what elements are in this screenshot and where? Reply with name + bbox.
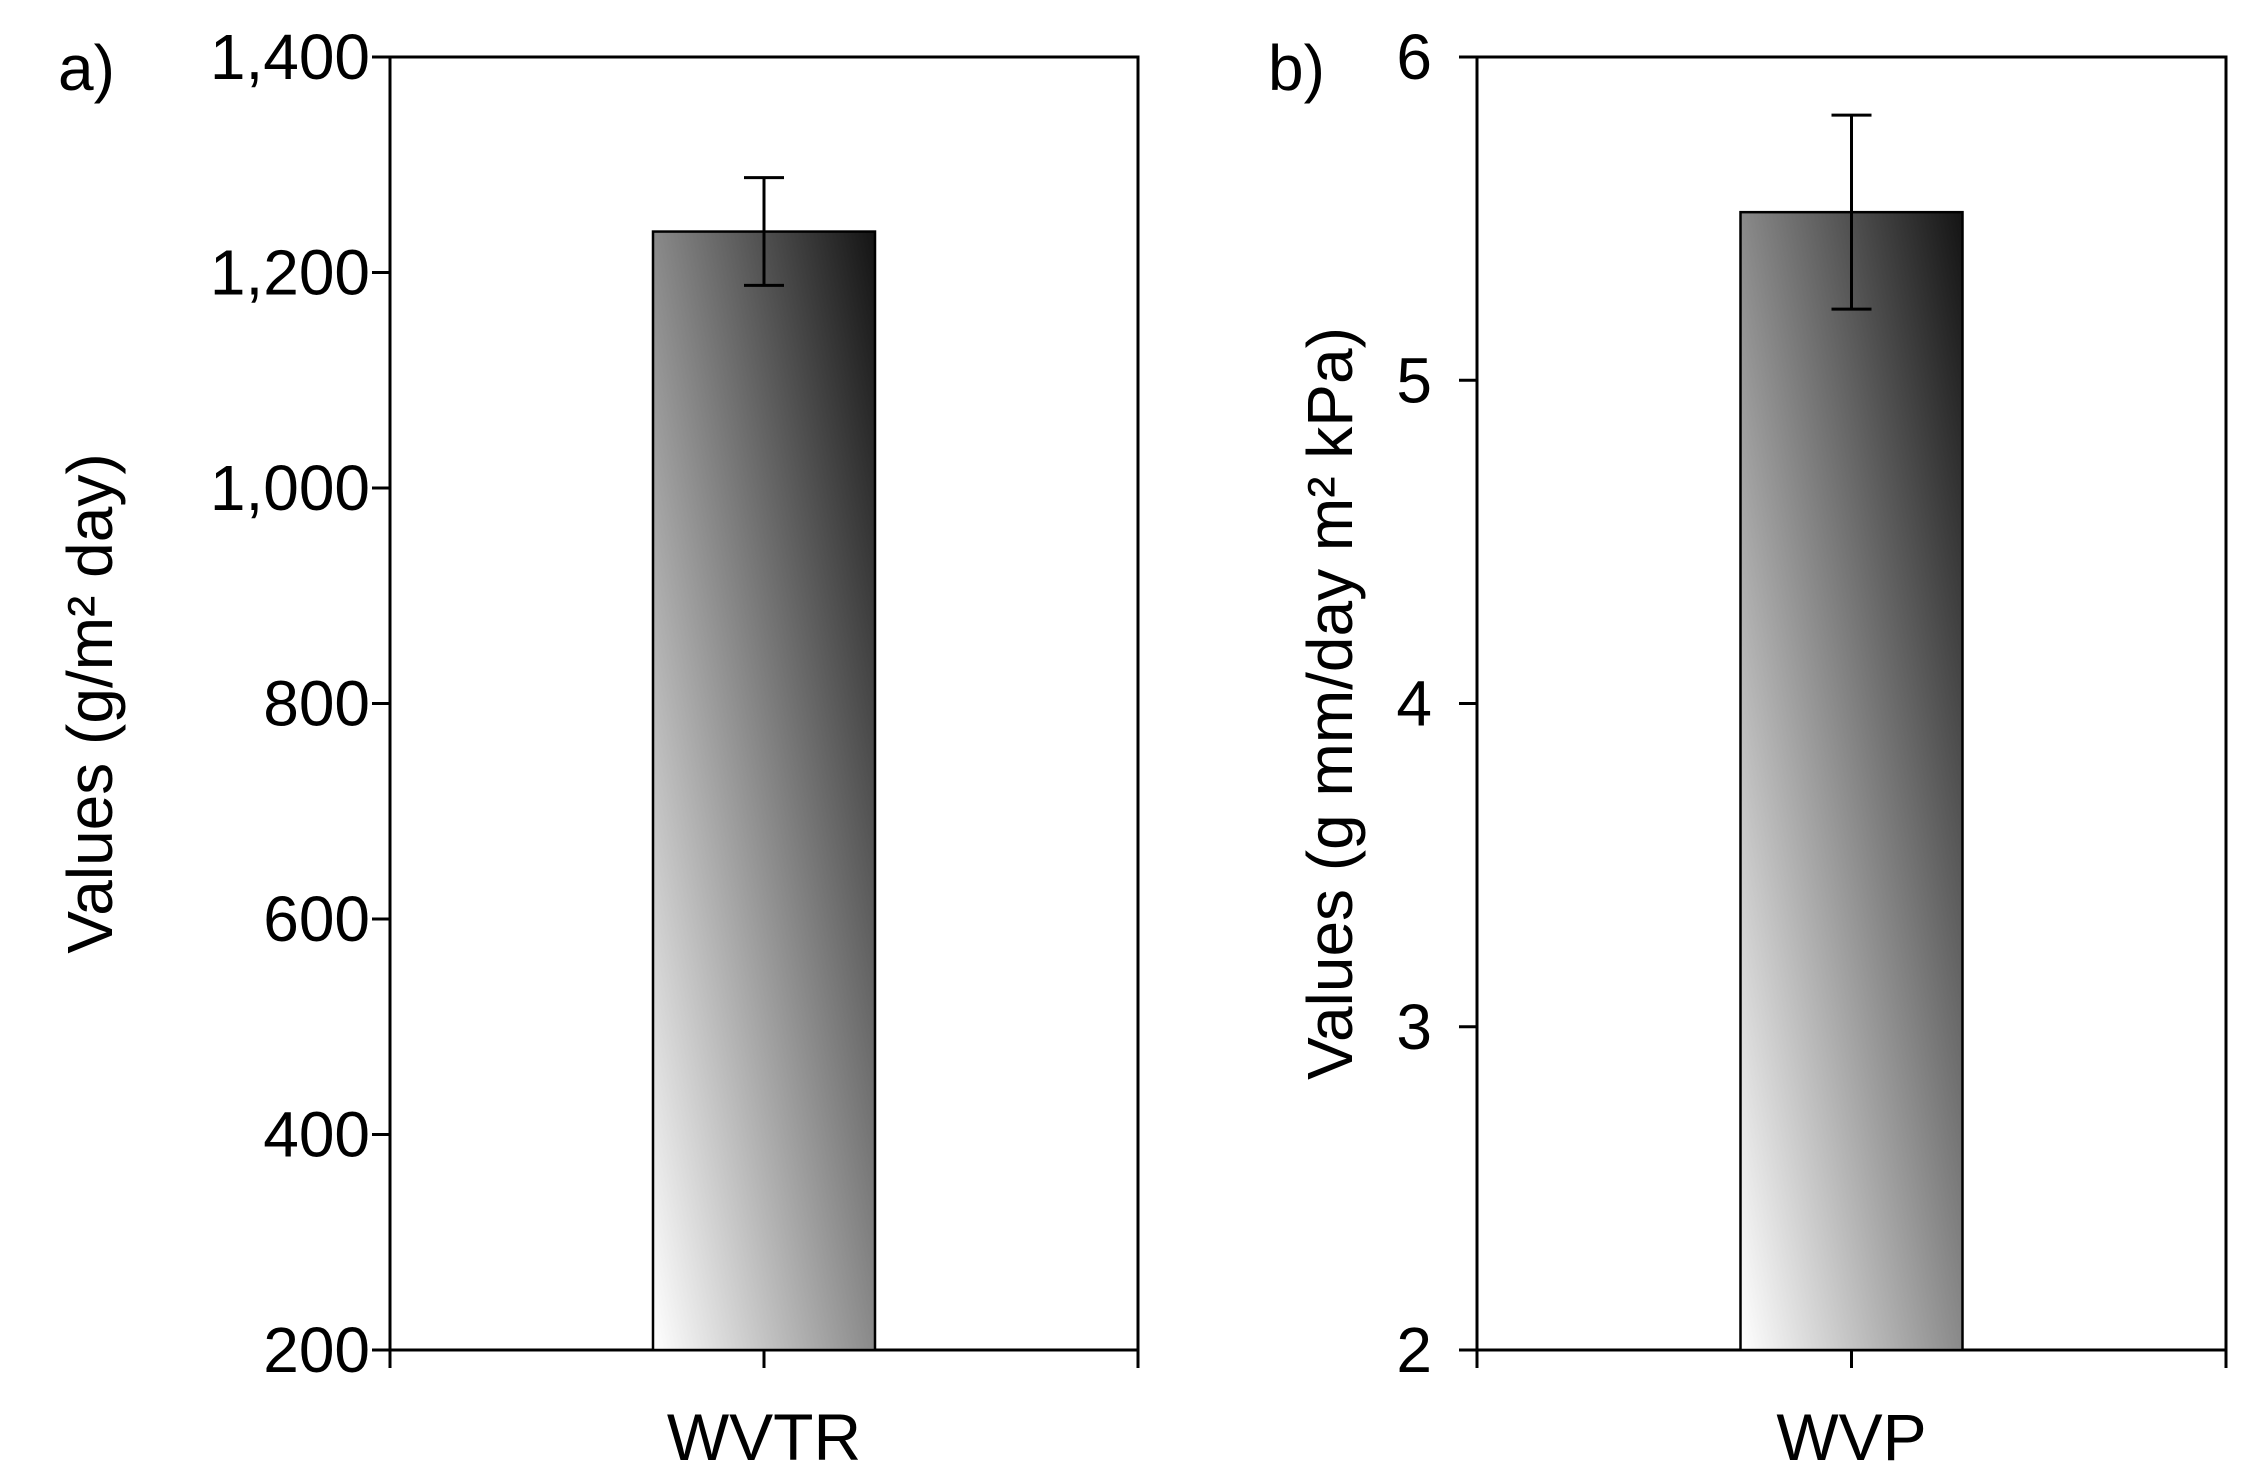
y-axis-title: Values (g mm/day m² kPa)	[1294, 327, 1366, 1080]
y-tick-label: 6	[1396, 21, 1432, 93]
y-tick-label: 400	[263, 1099, 370, 1171]
chart-panel-1: 200 400 600 800 1,000 1,200 1,400 WVTR Values (g…	[54, 21, 1140, 1474]
bar-wvtr	[651, 230, 877, 1352]
chart-panel-2: 2 3 4 5 6 WVP Values (g mm/day m² kPa) b)	[1268, 21, 2228, 1474]
y-tick-label: 1,000	[210, 452, 370, 524]
bar-wvp	[1739, 210, 1964, 1352]
y-tick-label: 800	[263, 668, 370, 740]
y-axis-title: Values (g/m² day)	[54, 453, 126, 953]
panel-label: b)	[1268, 32, 1325, 104]
x-category-label: WVP	[1776, 1400, 1926, 1474]
y-tick-label: 200	[263, 1314, 370, 1386]
x-category-label: WVTR	[667, 1400, 861, 1474]
y-tick-label: 3	[1396, 991, 1432, 1063]
y-tick-label: 1,200	[210, 237, 370, 309]
y-tick-label: 600	[263, 883, 370, 955]
y-tick-label: 5	[1396, 344, 1432, 416]
y-tick-label: 2	[1396, 1314, 1432, 1386]
y-tick-label: 4	[1396, 668, 1432, 740]
y-tick-label: 1,400	[210, 21, 370, 93]
panel-label: a)	[58, 32, 115, 104]
